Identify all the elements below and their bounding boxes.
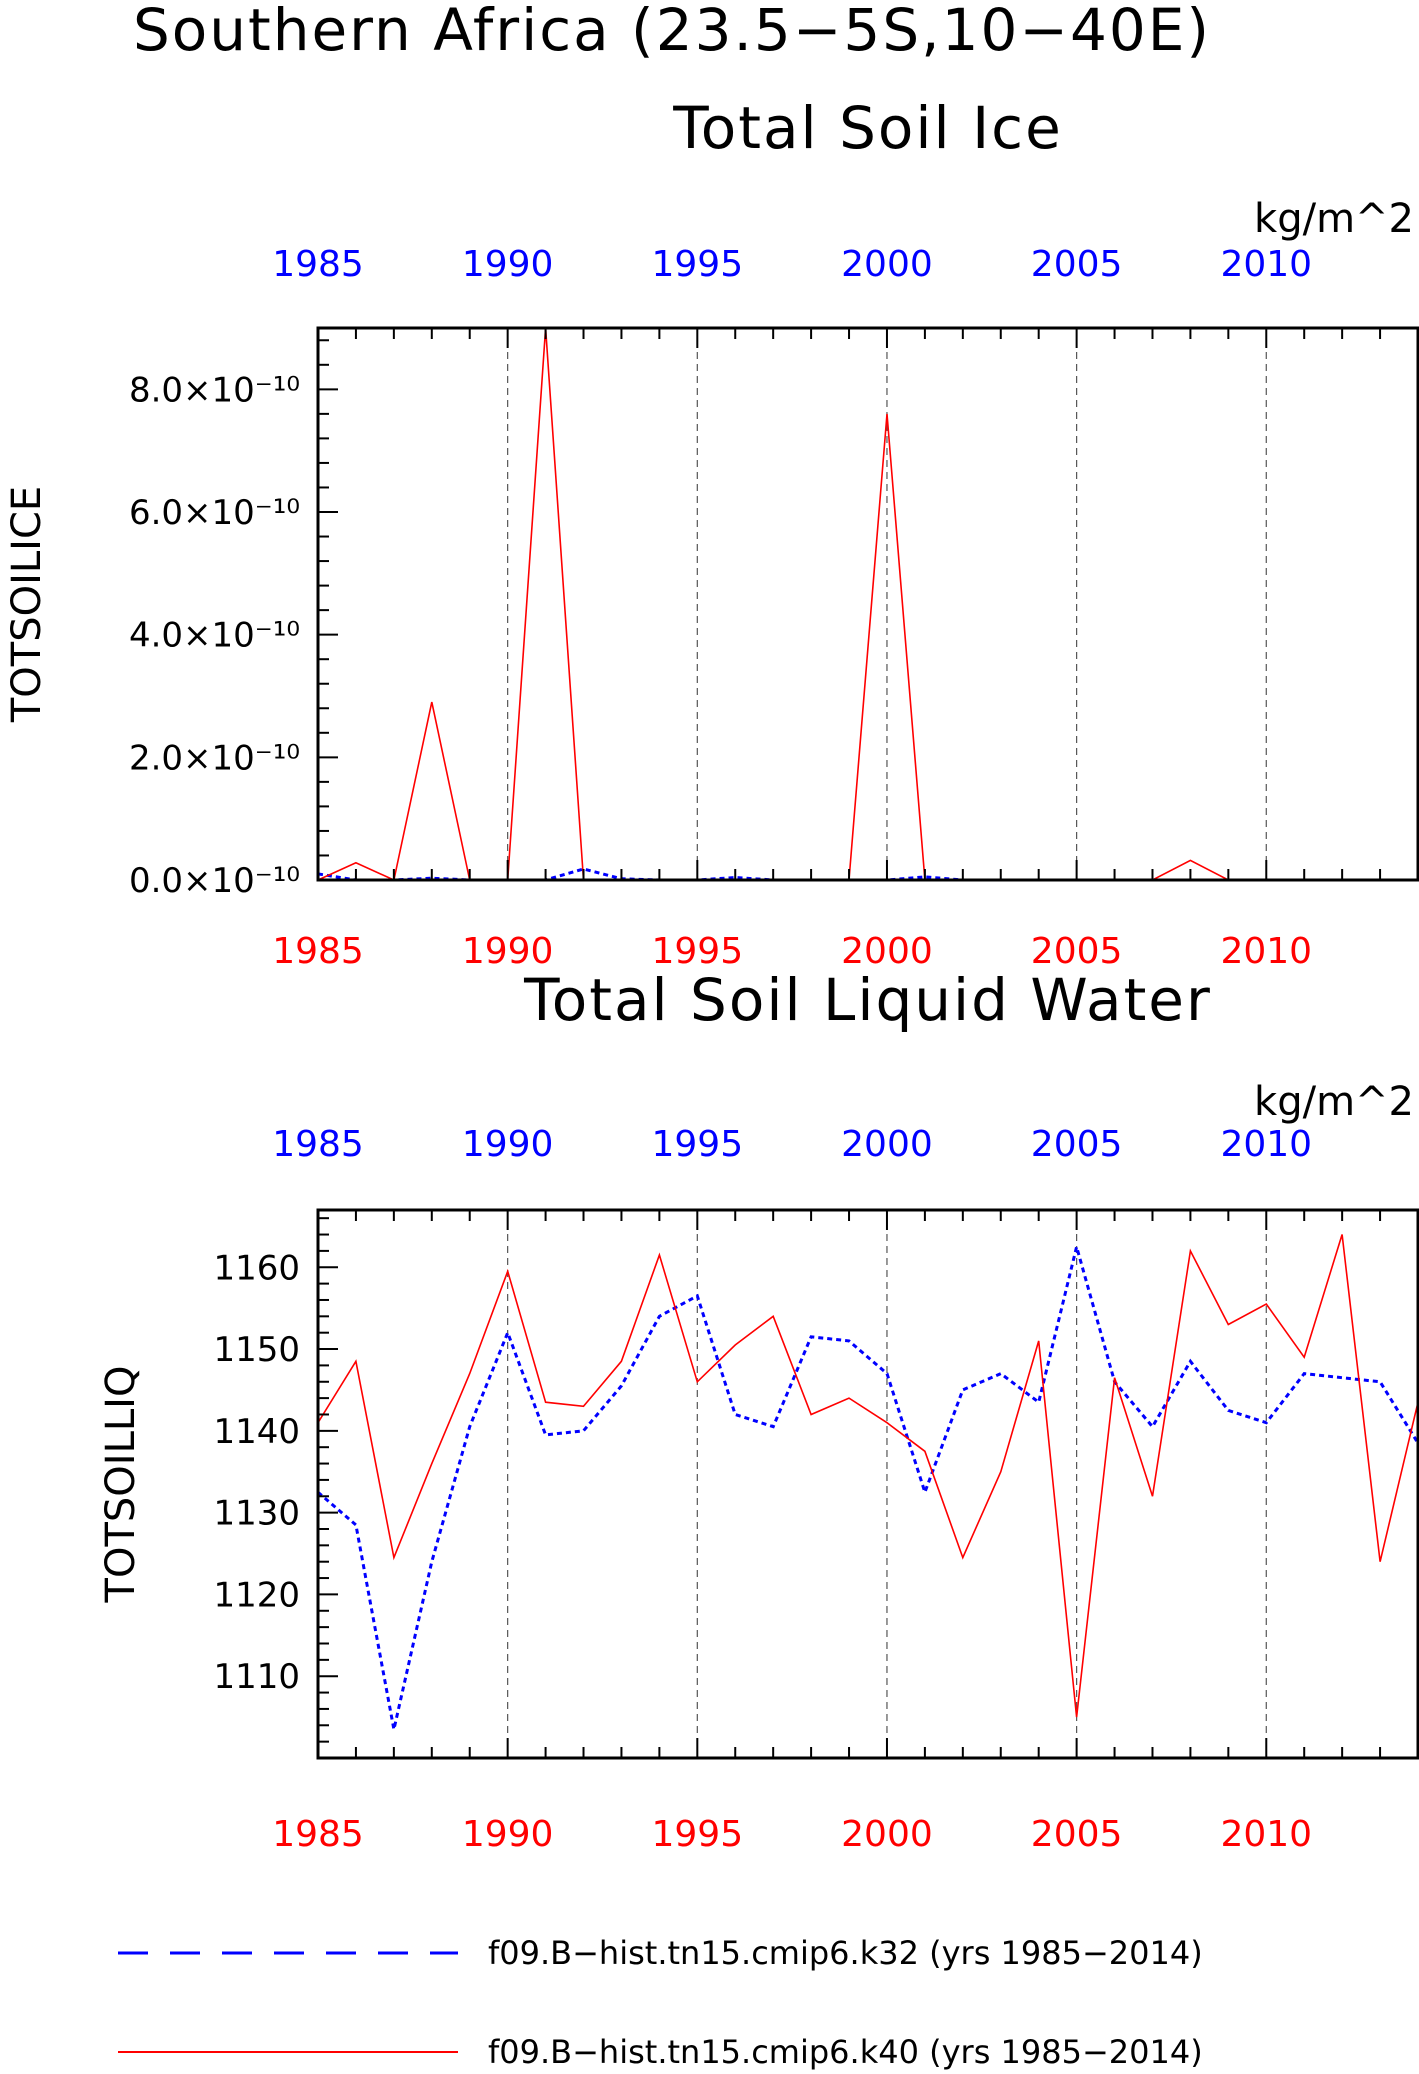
x-tick-label-bottom: 1995 [651, 1814, 743, 1855]
y-axis-label: TOTSOILICE [4, 486, 50, 723]
x-tick-label-top: 2000 [841, 244, 933, 285]
x-tick-label-top: 1985 [272, 244, 364, 285]
x-tick-label-bottom: 2005 [1031, 1814, 1123, 1855]
x-tick-label-bottom: 2010 [1220, 931, 1312, 972]
x-tick-label-bottom: 1990 [462, 1814, 554, 1855]
x-tick-label-bottom: 1990 [462, 931, 554, 972]
legend-label-k32: f09.B−hist.tn15.cmip6.k32 (yrs 1985−2014… [488, 1934, 1203, 1972]
panel-total-soil-ice: Total Soil Ice kg/m^2 TOTSOILICE 1985 1985 19… [4, 94, 1419, 972]
x-tick-label-top: 2010 [1220, 244, 1312, 285]
y-tick-label: 2.0×10⁻¹⁰ [129, 738, 300, 778]
y-tick-label: 0.0×10⁻¹⁰ [129, 861, 300, 901]
x-tick-label-top: 1990 [462, 244, 554, 285]
y-tick-label: 8.0×10⁻¹⁰ [129, 370, 300, 410]
x-tick-label-bottom: 2010 [1220, 1814, 1312, 1855]
x-tick-label-top: 2005 [1031, 244, 1123, 285]
legend-label-k40: f09.B−hist.tn15.cmip6.k40 (yrs 1985−2014… [488, 2033, 1203, 2071]
x-tick-label-bottom: 1985 [272, 931, 364, 972]
series-line-k40 [317, 327, 1418, 882]
x-tick-label-top: 2010 [1220, 1124, 1312, 1165]
legend-item-k40: f09.B−hist.tn15.cmip6.k40 (yrs 1985−2014… [118, 2033, 1203, 2071]
panel-title: Total Soil Ice [672, 94, 1063, 162]
y-tick-label: 4.0×10⁻¹⁰ [129, 616, 300, 656]
y-tick-label: 1160 [213, 1248, 300, 1288]
x-tick-label-top: 2000 [841, 1124, 933, 1165]
x-tick-label-bottom: 1985 [272, 1814, 364, 1855]
y-tick-label: 1150 [213, 1330, 300, 1370]
panel-total-soil-liquid-water: Total Soil Liquid Water kg/m^2 TOTSOILLIQ 1… [98, 966, 1419, 1855]
y-tick-label: 6.0×10⁻¹⁰ [129, 493, 300, 533]
x-tick-label-top: 1995 [651, 244, 743, 285]
figure-title: Southern Africa (23.5−5S,10−40E) [133, 0, 1211, 64]
y-tick-label: 1140 [213, 1412, 300, 1452]
legend-item-k32: f09.B−hist.tn15.cmip6.k32 (yrs 1985−2014… [118, 1934, 1203, 1972]
x-tick-label-top: 2005 [1031, 1124, 1123, 1165]
legend: f09.B−hist.tn15.cmip6.k32 (yrs 1985−2014… [118, 1934, 1203, 2071]
x-tick-label-top: 1990 [462, 1124, 554, 1165]
plot-frame [316, 1208, 1419, 1760]
series-line-k32 [317, 867, 1418, 882]
y-tick-label: 1130 [213, 1494, 300, 1534]
y-tick-label: 1110 [213, 1657, 300, 1697]
y-tick-label: 1120 [213, 1575, 300, 1615]
x-tick-label-bottom: 2000 [841, 931, 933, 972]
y-axis-label: TOTSOILLIQ [98, 1366, 144, 1604]
x-tick-label-top: 1985 [272, 1124, 364, 1165]
units-label: kg/m^2 [1254, 1079, 1414, 1125]
units-label: kg/m^2 [1254, 196, 1414, 242]
x-tick-label-bottom: 2005 [1031, 931, 1123, 972]
series-line-k40 [317, 1234, 1419, 1718]
plot-frame [316, 326, 1419, 882]
x-tick-label-bottom: 1995 [651, 931, 743, 972]
x-tick-label-bottom: 2000 [841, 1814, 933, 1855]
x-tick-label-top: 1995 [651, 1124, 743, 1165]
panel-title: Total Soil Liquid Water [523, 966, 1212, 1034]
series-line-k32 [317, 1240, 1419, 1730]
